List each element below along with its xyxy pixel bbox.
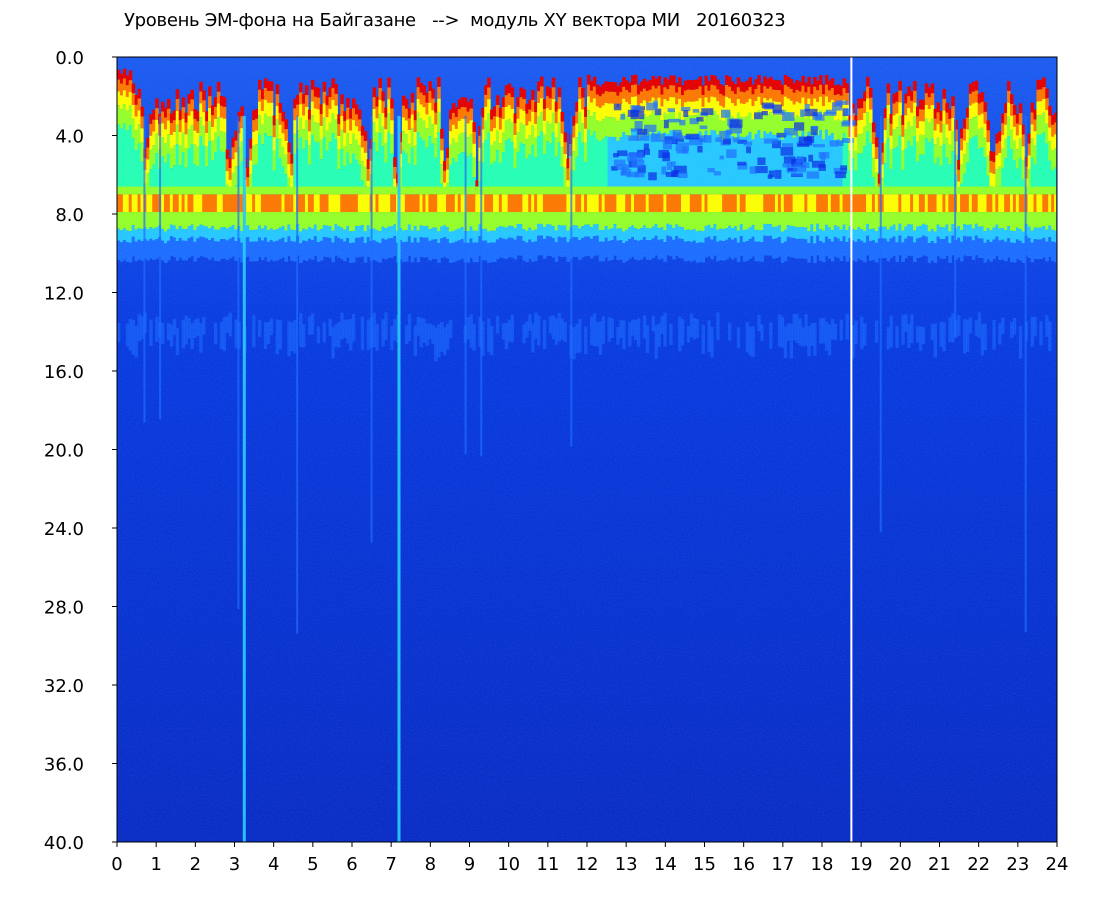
y-tick-label: 12.0 [44, 284, 84, 305]
x-tick-label: 22 [967, 854, 990, 875]
x-tick-label: 5 [307, 854, 318, 875]
y-tick-label: 16.0 [44, 362, 84, 383]
y-tick-label: 32.0 [44, 676, 84, 697]
x-tick-label: 6 [346, 854, 357, 875]
y-tick-label: 20.0 [44, 441, 84, 462]
y-tick-label: 4.0 [55, 127, 84, 148]
x-axis: 0 1 2 3 4 5 6 7 8 9 10 11 12 13 14 15 16 17 18 19 20 21 22 23 24 [111, 842, 1068, 875]
x-tick-label: 24 [1046, 854, 1069, 875]
y-tick-label: 28.0 [44, 598, 84, 619]
x-tick-label: 23 [1006, 854, 1029, 875]
x-tick-label: 9 [464, 854, 475, 875]
x-tick-label: 20 [889, 854, 912, 875]
x-tick-label: 10 [497, 854, 520, 875]
x-tick-label: 7 [385, 854, 396, 875]
heatmap-noise [117, 57, 1057, 842]
x-tick-label: 13 [615, 854, 638, 875]
x-tick-label: 2 [190, 854, 201, 875]
y-tick-label: 24.0 [44, 519, 84, 540]
x-tick-label: 0 [111, 854, 122, 875]
x-tick-label: 3 [229, 854, 240, 875]
y-tick-label: 0.0 [55, 48, 84, 69]
x-tick-label: 8 [425, 854, 436, 875]
x-tick-label: 14 [654, 854, 677, 875]
x-tick-label: 16 [732, 854, 755, 875]
y-tick-label: 36.0 [44, 755, 84, 776]
x-tick-label: 4 [268, 854, 279, 875]
x-tick-label: 1 [150, 854, 161, 875]
plot-area [117, 57, 1057, 842]
x-tick-label: 19 [850, 854, 873, 875]
y-tick-label: 40.0 [44, 833, 84, 854]
x-tick-label: 17 [771, 854, 794, 875]
y-axis: 0.0 4.0 8.0 12.0 16.0 20.0 24.0 28.0 32.0 36.0 40.… [44, 48, 117, 854]
x-tick-label: 11 [536, 854, 559, 875]
y-tick-label: 8.0 [55, 205, 84, 226]
x-tick-label: 15 [693, 854, 716, 875]
x-tick-label: 21 [928, 854, 951, 875]
x-tick-label: 18 [811, 854, 834, 875]
chart-title: Уровень ЭМ-фона на Байгазане --> модуль … [124, 10, 786, 31]
x-tick-label: 12 [576, 854, 599, 875]
